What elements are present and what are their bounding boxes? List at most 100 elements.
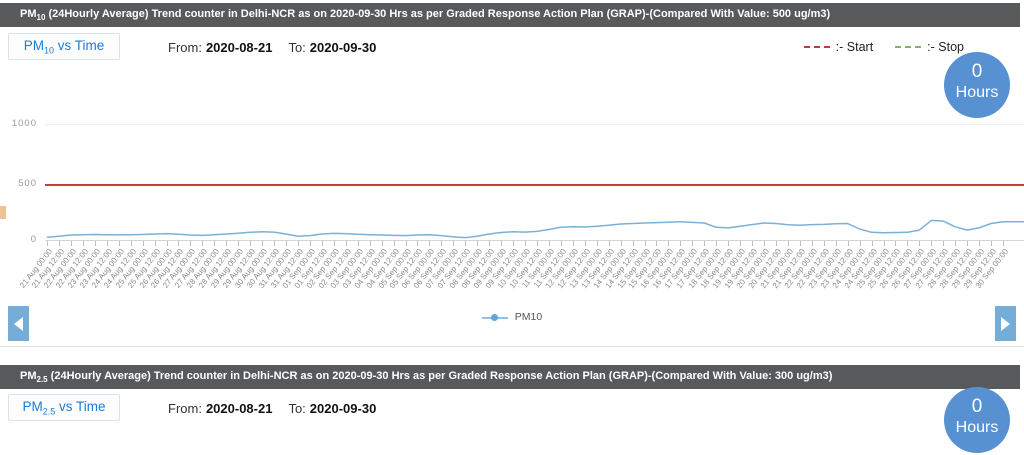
from-date: 2020-08-21 — [205, 401, 273, 416]
x-tick — [728, 241, 730, 246]
from-label: From: — [168, 401, 202, 416]
x-tick — [823, 241, 825, 246]
to-label: To: — [288, 40, 306, 55]
from-date: 2020-08-21 — [205, 40, 273, 55]
x-tick — [740, 241, 742, 246]
x-tick — [393, 241, 395, 246]
x-tick — [919, 241, 921, 246]
x-tick — [955, 241, 957, 246]
x-tick — [883, 241, 885, 246]
gridline-1000 — [45, 124, 1024, 125]
pm25-title-bar: PM2.5 (24Hourly Average) Trend counter i… — [0, 365, 1020, 389]
x-tick — [417, 241, 419, 246]
x-tick — [405, 241, 407, 246]
pm10-title-text: PM10 (24Hourly Average) Trend counter in… — [20, 7, 831, 23]
x-tick — [106, 241, 108, 246]
x-tick — [513, 241, 515, 246]
x-tick — [154, 241, 156, 246]
x-tick — [262, 241, 264, 246]
x-tick — [130, 241, 132, 246]
y-tick-1000: 1000 — [11, 118, 37, 129]
x-tick — [321, 241, 323, 246]
x-tick — [142, 241, 144, 246]
chevron-right-icon — [1001, 316, 1010, 331]
start-line-icon — [803, 46, 830, 48]
x-tick — [226, 241, 228, 246]
x-tick — [381, 241, 383, 246]
x-tick — [190, 241, 192, 246]
pm10-hours-value: 0 — [971, 61, 983, 82]
x-tick — [572, 241, 574, 246]
x-tick — [250, 241, 252, 246]
x-tick — [931, 241, 933, 246]
x-tick — [166, 241, 168, 246]
x-tick — [979, 241, 981, 246]
x-tick — [82, 241, 84, 246]
x-tick — [644, 241, 646, 246]
threshold-line-500 — [45, 184, 1024, 186]
x-tick — [70, 241, 72, 246]
x-tick — [799, 241, 801, 246]
x-tick — [297, 241, 299, 246]
x-tick — [94, 241, 96, 246]
pm10-date-range: From: 2020-08-21 To: 2020-09-30 — [168, 40, 392, 55]
pm10-hours-unit: Hours — [955, 84, 999, 101]
scroll-right-button[interactable] — [995, 306, 1016, 341]
chevron-left-icon — [14, 316, 23, 331]
x-tick — [668, 241, 670, 246]
x-tick — [477, 241, 479, 246]
x-tick — [525, 241, 526, 246]
pm10-vs-time-button[interactable]: PM10 vs Time — [8, 33, 120, 60]
pm25-title-text: PM2.5 (24Hourly Average) Trend counter i… — [20, 369, 833, 385]
x-tick — [632, 241, 634, 246]
pm10-series-plot — [46, 219, 1024, 239]
from-label: From: — [168, 40, 202, 55]
x-tick — [429, 241, 431, 246]
x-tick — [764, 241, 765, 246]
x-tick — [441, 241, 443, 246]
legend-start: :- Start — [803, 40, 873, 54]
x-tick — [943, 241, 945, 246]
x-tick — [716, 241, 718, 246]
left-edge-marker — [0, 206, 6, 219]
x-tick — [465, 241, 467, 246]
x-tick — [680, 241, 682, 246]
x-tick — [811, 241, 813, 246]
x-tick — [58, 241, 60, 246]
x-tick — [895, 241, 897, 246]
pm10-title-bar: PM10 (24Hourly Average) Trend counter in… — [0, 3, 1020, 27]
pm25-hours-value: 0 — [971, 396, 983, 417]
scroll-left-button[interactable] — [8, 306, 29, 341]
x-axis-line — [45, 240, 1024, 241]
x-tick — [202, 241, 204, 246]
y-tick-500: 500 — [18, 178, 37, 189]
x-tick — [214, 241, 216, 246]
pm25-vs-time-button[interactable]: PM2.5 vs Time — [8, 394, 120, 421]
x-tick — [775, 241, 777, 246]
x-tick — [178, 241, 180, 246]
x-tick — [47, 241, 48, 246]
pm10-hours-badge: 0 Hours — [944, 52, 1010, 118]
x-tick — [835, 241, 837, 246]
x-tick — [536, 241, 538, 246]
pm25-hours-badge: 0 Hours — [944, 387, 1010, 453]
x-tick — [787, 241, 789, 246]
x-tick — [871, 241, 873, 246]
x-tick — [1003, 241, 1004, 246]
x-tick — [489, 241, 491, 246]
y-tick-0: 0 — [30, 234, 37, 245]
panel-divider — [0, 346, 1024, 347]
pm25-hours-unit: Hours — [955, 419, 999, 436]
x-tick — [656, 241, 658, 246]
start-stop-legend: :- Start :- Stop — [803, 40, 964, 54]
x-tick — [752, 241, 754, 246]
x-tick — [501, 241, 503, 246]
x-tick — [309, 241, 311, 246]
legend-stop: :- Stop — [895, 40, 964, 54]
x-tick — [704, 241, 706, 246]
x-tick — [238, 241, 240, 246]
x-tick — [608, 241, 610, 246]
x-tick — [453, 241, 455, 246]
to-label: To: — [288, 401, 306, 416]
to-date: 2020-09-30 — [309, 40, 377, 55]
